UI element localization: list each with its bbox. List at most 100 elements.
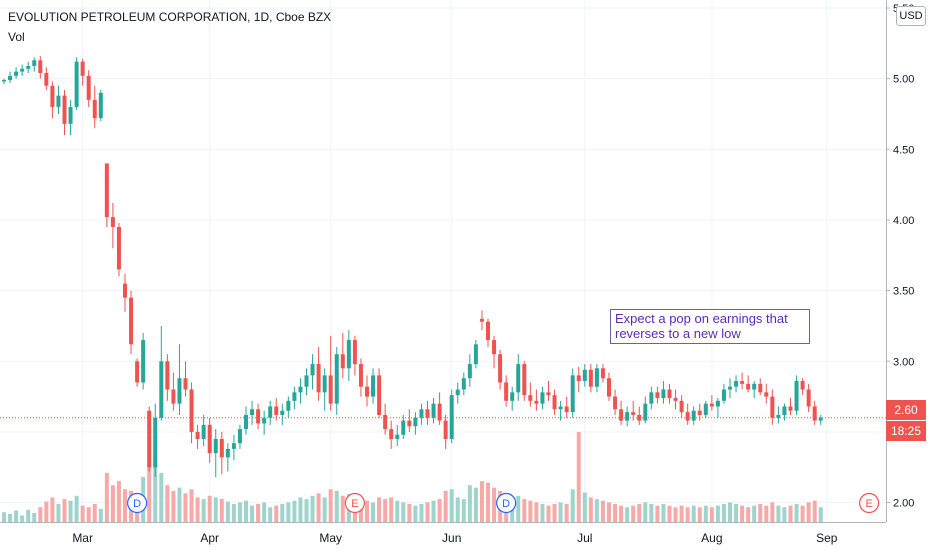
candle-body (794, 381, 799, 411)
volume-bar (383, 499, 388, 522)
candle-body (298, 386, 303, 393)
candle-body (183, 378, 188, 390)
volume-bar (280, 504, 285, 522)
candle-body (607, 378, 611, 397)
candle-body (256, 409, 261, 424)
volume-bar (74, 495, 79, 522)
volume-bar (770, 502, 775, 522)
volume-bar (395, 500, 400, 522)
volume-bar (449, 489, 454, 522)
text-annotation[interactable]: Expect a pop on earnings that reverses t… (610, 309, 810, 344)
volume-bar (709, 507, 714, 522)
volume-bar (298, 497, 303, 522)
candle-body (292, 392, 297, 401)
candle-body (818, 417, 823, 421)
candle-body (473, 344, 478, 365)
volume-bar (479, 481, 484, 522)
candle-body (8, 75, 13, 81)
time-axis (0, 522, 886, 550)
volume-bar (425, 502, 430, 522)
volume-bar (776, 505, 781, 522)
volume-bar (582, 492, 587, 522)
candle-body (570, 375, 575, 413)
candle-body (552, 395, 557, 410)
volume-bar (443, 490, 448, 522)
candle-body (649, 392, 654, 404)
candle-body (207, 424, 212, 454)
candle-body (147, 410, 152, 468)
candle-body (661, 389, 666, 398)
candle-body (80, 61, 85, 76)
time-tick-label: Sep (816, 531, 838, 545)
candle-body (498, 354, 503, 383)
candle-body (225, 448, 230, 458)
candle-body (92, 99, 97, 119)
volume-bar (631, 505, 636, 522)
candle-body (401, 420, 406, 435)
candle-body (310, 364, 315, 376)
volume-bar (316, 493, 321, 522)
candle-body (637, 414, 642, 421)
time-tick-label: Mar (72, 531, 93, 545)
candle-body (195, 431, 200, 439)
volume-bar (721, 504, 726, 522)
volume-bar (655, 505, 660, 522)
volume-bar (788, 505, 793, 522)
candle-body (20, 68, 25, 72)
volume-bar (806, 502, 811, 522)
candle-body (746, 383, 751, 390)
candle-body (594, 368, 599, 387)
candle-body (334, 354, 339, 404)
candle-body (419, 409, 424, 418)
volume-bar (207, 495, 212, 522)
volume-bar (189, 489, 194, 522)
candle-body (340, 354, 345, 369)
candle-body (274, 406, 279, 415)
annotation-line-2: reverses to a new low (615, 326, 741, 341)
event-marker (127, 492, 148, 514)
volume-bar (20, 515, 25, 522)
candle-body (534, 400, 539, 404)
candle-body (2, 80, 6, 82)
candle-body (703, 403, 708, 415)
volume-bar (32, 513, 37, 522)
volume-bar (292, 500, 297, 522)
event-marker (496, 492, 517, 514)
volume-bar (171, 490, 176, 522)
volume-bar (800, 505, 805, 522)
symbol-title[interactable]: EVOLUTION PETROLEUM CORPORATION, 1D, Cbo… (8, 10, 332, 24)
volume-bar (625, 507, 630, 522)
candle-body (135, 361, 140, 383)
volume-bar (467, 485, 472, 522)
time-tick-label: Jul (577, 531, 592, 545)
candle-body (516, 364, 521, 393)
volume-bar (8, 513, 13, 522)
volume-bar (340, 495, 345, 522)
volume-bar (26, 509, 31, 522)
volume-bar (794, 504, 799, 522)
candle-body (189, 389, 194, 432)
price-axis (886, 0, 932, 550)
candle-body (250, 409, 255, 415)
volume-bar (558, 502, 563, 522)
candle-body (358, 364, 363, 387)
candle-body (50, 85, 55, 107)
volume-legend[interactable]: Vol (8, 30, 25, 44)
volume-bar (691, 505, 696, 522)
volume-bar (407, 504, 412, 522)
candle-body (201, 424, 206, 439)
event-marker (344, 492, 365, 514)
currency-button[interactable]: USD (896, 6, 926, 26)
last-price-label: 2.60 (886, 400, 926, 420)
volume-bar (213, 497, 218, 522)
candle-body (443, 420, 448, 439)
volume-bar (818, 507, 823, 522)
candle-body (631, 412, 636, 415)
volume-bar (116, 481, 121, 522)
volume-bar (268, 507, 273, 522)
candle-body (141, 340, 146, 383)
candle-body (540, 392, 545, 404)
candle-body (110, 217, 115, 228)
volume-bar (703, 505, 708, 522)
